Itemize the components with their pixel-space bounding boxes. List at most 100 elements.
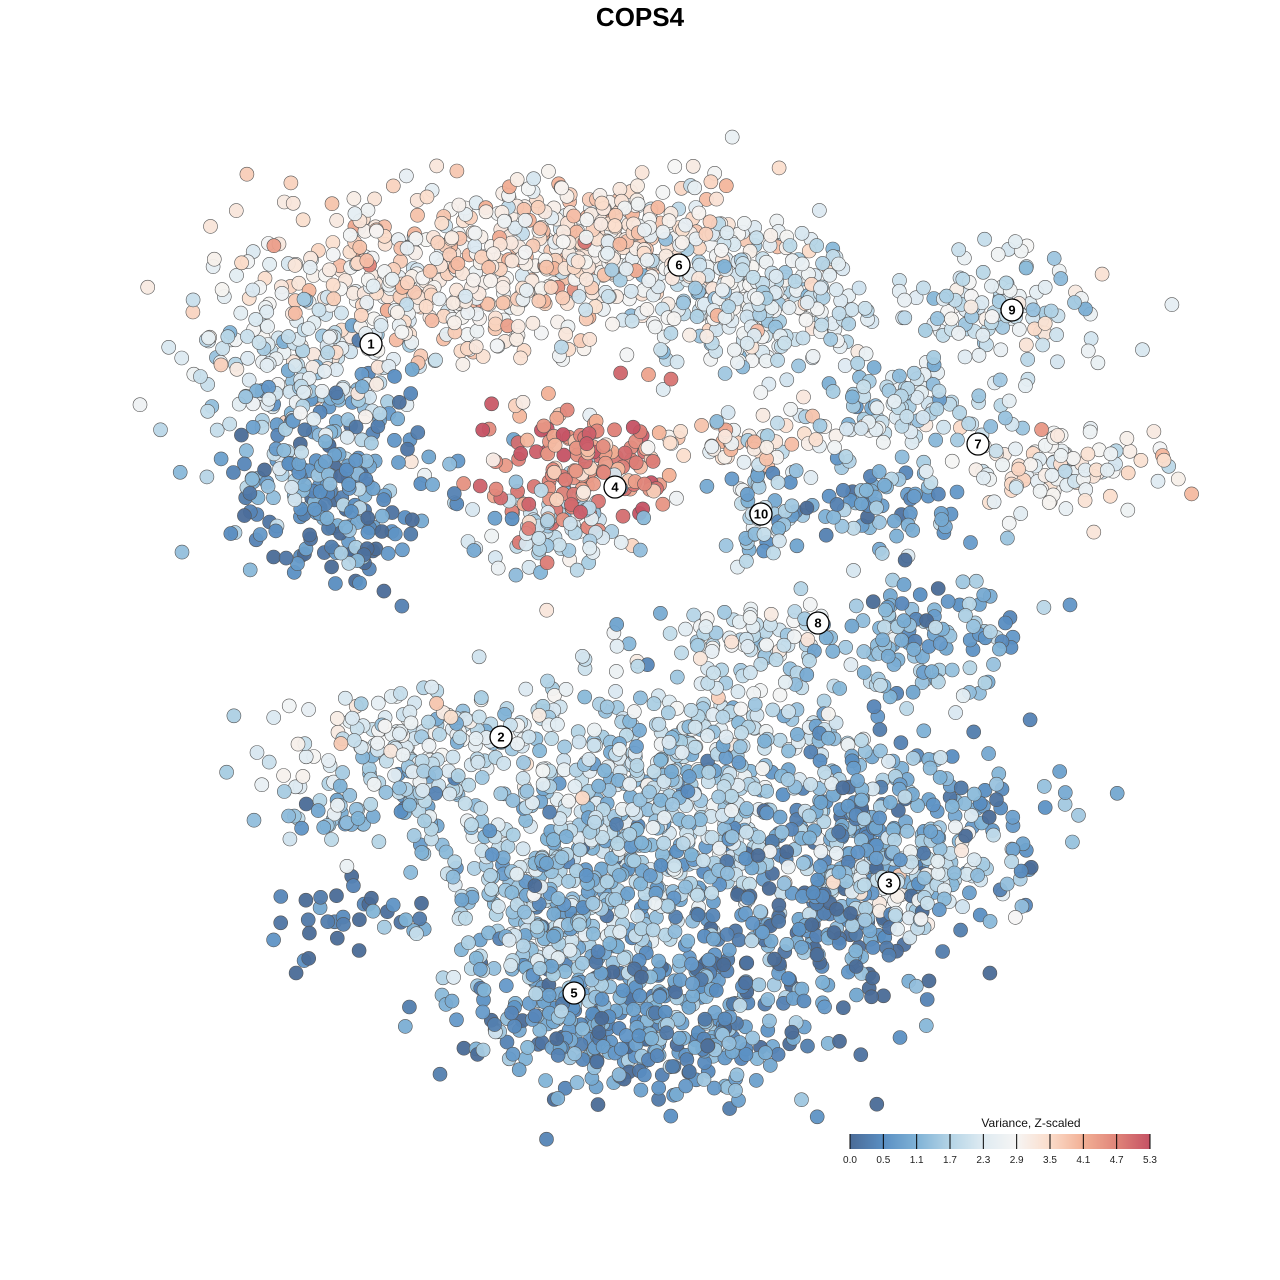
data-point: [730, 684, 746, 700]
data-point: [753, 904, 768, 920]
data-point: [484, 528, 500, 544]
data-point: [415, 783, 431, 798]
data-point: [517, 213, 533, 228]
data-point: [1052, 764, 1067, 779]
data-point: [461, 935, 476, 951]
data-point: [322, 262, 337, 278]
data-point: [239, 166, 255, 182]
data-point: [365, 809, 381, 824]
data-point: [575, 955, 590, 971]
data-point: [498, 978, 514, 993]
data-point: [475, 1042, 491, 1058]
data-point: [872, 722, 888, 737]
data-point: [484, 396, 499, 412]
data-point: [458, 288, 473, 304]
data-point: [763, 228, 779, 243]
data-point: [542, 804, 557, 820]
data-point: [618, 1028, 634, 1043]
data-point: [809, 947, 825, 962]
data-point: [771, 897, 787, 913]
data-point: [363, 435, 379, 451]
data-point: [661, 467, 677, 483]
data-point: [276, 443, 292, 458]
data-point: [794, 1092, 809, 1107]
data-point: [636, 1067, 652, 1083]
data-point: [532, 221, 548, 236]
data-point: [532, 743, 547, 759]
data-point: [352, 912, 367, 928]
data-point: [846, 563, 861, 578]
data-point: [447, 315, 462, 331]
data-point: [634, 165, 650, 180]
data-point: [229, 268, 244, 283]
data-point: [578, 302, 594, 318]
data-point: [971, 347, 987, 363]
data-point: [632, 988, 648, 1004]
data-point: [816, 693, 832, 709]
cluster-label: 4: [603, 475, 627, 499]
data-point: [172, 464, 188, 480]
data-point: [319, 510, 335, 526]
data-point: [669, 490, 684, 506]
data-point: [306, 411, 322, 427]
data-point: [515, 938, 531, 954]
legend-title: Variance, Z-scaled: [981, 1116, 1080, 1130]
data-point: [880, 648, 896, 664]
data-point: [538, 1073, 553, 1088]
data-point: [582, 540, 598, 556]
data-point: [935, 944, 950, 959]
data-point: [630, 196, 646, 212]
data-point: [812, 859, 828, 874]
data-point: [700, 728, 715, 744]
data-point: [473, 690, 489, 706]
data-point: [288, 965, 304, 981]
data-point: [899, 701, 915, 716]
data-point: [724, 129, 740, 145]
data-point: [992, 641, 1007, 657]
data-point: [672, 953, 687, 969]
data-point: [858, 482, 874, 498]
data-point: [993, 342, 1009, 358]
data-point: [242, 485, 258, 501]
data-point: [428, 765, 443, 781]
data-point: [621, 636, 637, 652]
data-point: [930, 853, 946, 869]
data-point: [505, 793, 521, 808]
data-point: [831, 256, 846, 272]
data-point: [966, 724, 982, 740]
data-point: [445, 295, 461, 311]
data-point: [940, 594, 956, 609]
data-point: [721, 299, 736, 315]
data-point: [199, 469, 215, 485]
data-point: [633, 969, 649, 985]
data-point: [590, 1097, 606, 1112]
data-point: [525, 315, 541, 331]
data-point: [261, 391, 277, 407]
data-point: [779, 844, 795, 860]
data-point: [692, 257, 708, 273]
data-point: [641, 367, 656, 382]
data-point: [936, 419, 951, 435]
data-point: [1083, 331, 1099, 347]
data-point: [513, 446, 529, 461]
data-point: [614, 903, 629, 919]
data-point: [843, 906, 858, 921]
data-point: [777, 674, 793, 690]
data-point: [1122, 443, 1138, 459]
data-point: [561, 793, 576, 809]
data-point: [695, 853, 711, 868]
data-point: [772, 687, 788, 703]
data-point: [445, 869, 461, 885]
data-point: [301, 951, 317, 966]
data-point: [651, 425, 667, 441]
data-point: [376, 492, 391, 508]
data-point: [1071, 807, 1086, 823]
data-point: [655, 185, 671, 200]
data-point: [371, 834, 387, 850]
data-point: [1082, 424, 1098, 440]
data-point: [600, 245, 616, 261]
data-point: [976, 587, 992, 603]
data-point: [772, 809, 788, 825]
data-point: [591, 778, 607, 794]
data-point: [647, 319, 663, 335]
